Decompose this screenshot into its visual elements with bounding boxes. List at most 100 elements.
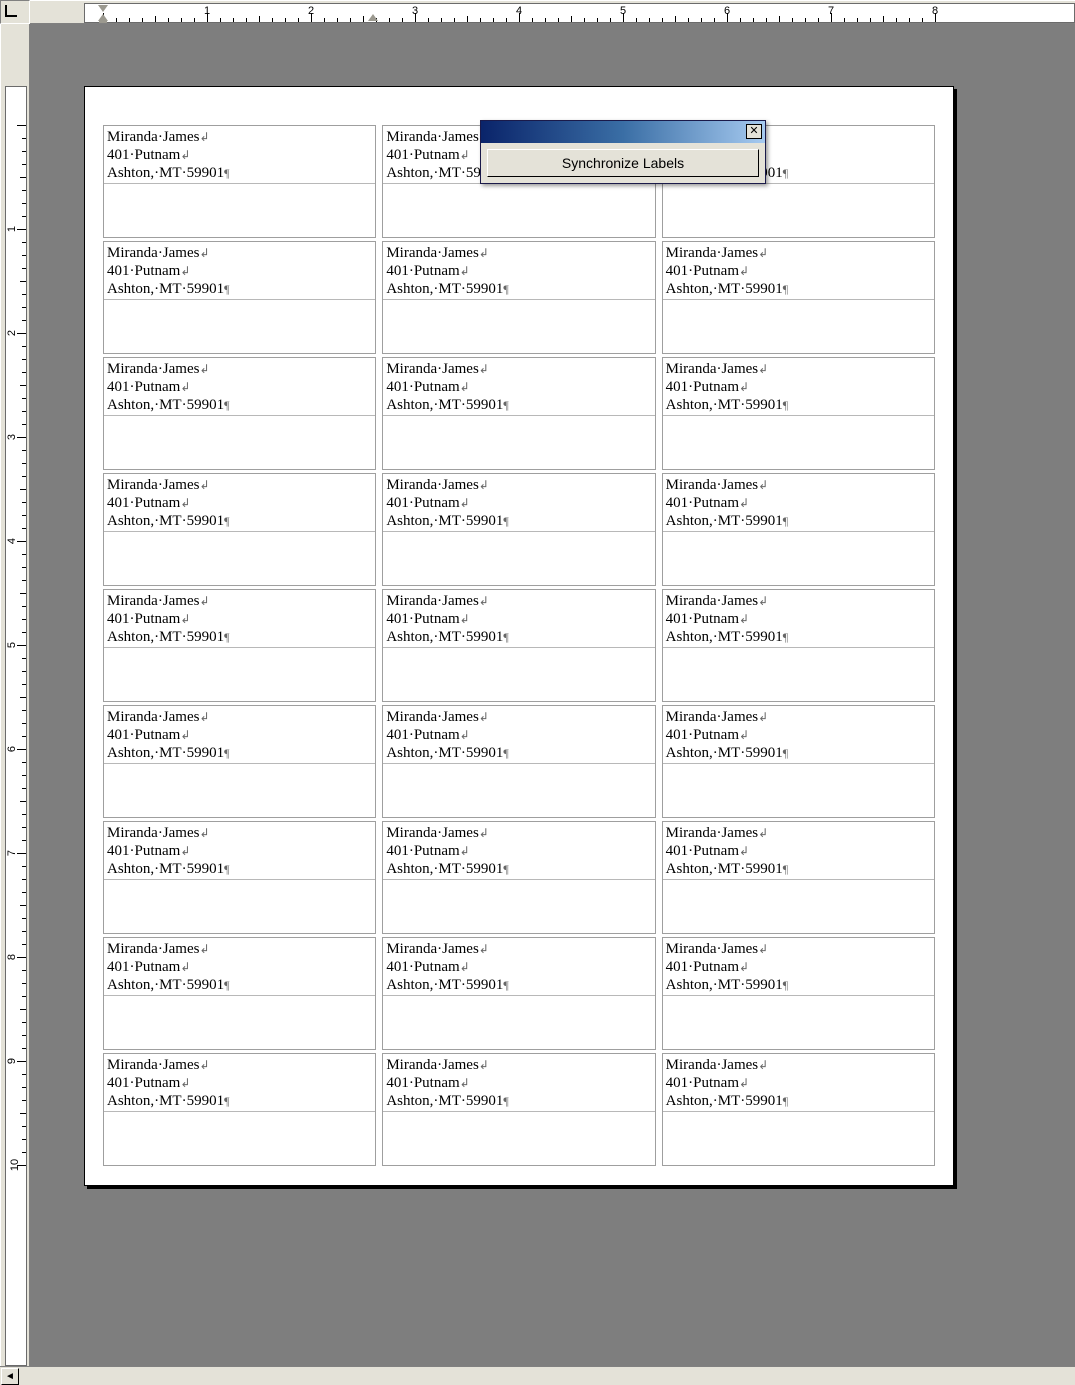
horizontal-ruler-track[interactable]: 12345678 [84,3,1075,23]
label-text: Miranda·James↲ 401·Putnam↲ Ashton,·MT·59… [666,476,789,530]
label-cell[interactable]: Miranda·James↲ 401·Putnam↲ Ashton,·MT·59… [382,705,655,818]
label-cell[interactable]: Miranda·James↲ 401·Putnam↲ Ashton,·MT·59… [103,589,376,702]
label-divider [104,1111,375,1112]
label-divider [104,995,375,996]
label-text: Miranda·James↲ 401·Putnam↲ Ashton,·MT·59… [107,592,230,646]
label-cell[interactable]: Miranda·James↲ 401·Putnam↲ Ashton,·MT·59… [382,473,655,586]
label-text: Miranda·James↲ 401·Putnam↲ Ashton,·MT·59… [666,1056,789,1110]
label-divider [383,299,654,300]
label-divider [663,1111,934,1112]
ruler-h-label: 7 [828,5,834,17]
label-cell[interactable]: Miranda·James↲ 401·Putnam↲ Ashton,·MT·59… [103,125,376,238]
ruler-h-label: 1 [204,5,210,17]
first-line-indent-marker[interactable] [98,5,108,12]
ruler-h-label: 3 [412,5,418,17]
label-divider [383,647,654,648]
label-cell[interactable]: Miranda·James↲ 401·Putnam↲ Ashton,·MT·59… [103,705,376,818]
ruler-h-label: 2 [308,5,314,17]
synchronize-labels-button[interactable]: Synchronize Labels [487,149,759,177]
horizontal-scrollbar[interactable]: ◄ [0,1366,1075,1385]
label-text: Miranda·James↲ 401·Putnam↲ Ashton,·MT·59… [666,940,789,994]
dialog-close-button[interactable]: ✕ [746,124,762,139]
synchronize-labels-dialog[interactable]: ✕ Synchronize Labels [480,120,766,184]
label-divider [663,415,934,416]
label-divider [104,415,375,416]
label-grid: Miranda·James↲ 401·Putnam↲ Ashton,·MT·59… [103,125,935,1169]
label-text: Miranda·James↲ 401·Putnam↲ Ashton,·MT·59… [386,708,509,762]
label-cell[interactable]: Miranda·James↲ 401·Putnam↲ Ashton,·MT·59… [662,937,935,1050]
ruler-v-label: 9 [6,1058,18,1064]
label-cell[interactable]: Miranda·James↲ 401·Putnam↲ Ashton,·MT·59… [382,589,655,702]
label-divider [663,995,934,996]
label-text: Miranda·James↲ 401·Putnam↲ Ashton,·MT·59… [386,940,509,994]
dialog-titlebar[interactable]: ✕ [481,121,765,143]
vertical-ruler-track[interactable]: 12345678910 [5,86,27,1366]
horizontal-ruler: 12345678 [30,0,1075,24]
label-divider [663,299,934,300]
label-divider [663,647,934,648]
label-divider [104,879,375,880]
label-cell[interactable]: Miranda·James↲ 401·Putnam↲ Ashton,·MT·59… [382,937,655,1050]
label-cell[interactable]: Miranda·James↲ 401·Putnam↲ Ashton,·MT·59… [662,241,935,354]
label-divider [383,415,654,416]
label-cell[interactable]: Miranda·James↲ 401·Putnam↲ Ashton,·MT·59… [103,937,376,1050]
label-text: Miranda·James↲ 401·Putnam↲ Ashton,·MT·59… [107,1056,230,1110]
ruler-h-label: 8 [932,5,938,17]
label-text: Miranda·James↲ 401·Putnam↲ Ashton,·MT·59… [386,476,509,530]
label-divider [383,531,654,532]
label-text: Miranda·James↲ 401·Putnam↲ Ashton,·MT·59… [107,476,230,530]
dialog-body: Synchronize Labels [481,143,765,183]
label-cell[interactable]: Miranda·James↲ 401·Putnam↲ Ashton,·MT·59… [103,821,376,934]
label-text: Miranda·James↲ 401·Putnam↲ Ashton,·MT·59… [386,592,509,646]
label-text: Miranda·James↲ 401·Putnam↲ Ashton,·MT·59… [107,128,230,182]
label-text: Miranda·James↲ 401·Putnam↲ Ashton,·MT·59… [386,360,509,414]
label-text: Miranda·James↲ 401·Putnam↲ Ashton,·MT·59… [107,708,230,762]
vertical-ruler: 12345678910 [0,24,30,1366]
right-indent-marker[interactable] [368,14,378,21]
label-cell[interactable]: Miranda·James↲ 401·Putnam↲ Ashton,·MT·59… [662,589,935,702]
label-divider [104,763,375,764]
label-text: Miranda·James↲ 401·Putnam↲ Ashton,·MT·59… [666,360,789,414]
label-text: Miranda·James↲ 401·Putnam↲ Ashton,·MT·59… [666,824,789,878]
label-divider [663,879,934,880]
label-text: Miranda·James↲ 401·Putnam↲ Ashton,·MT·59… [107,360,230,414]
document-workspace[interactable]: Miranda·James↲ 401·Putnam↲ Ashton,·MT·59… [30,24,1075,1366]
left-indent-marker[interactable] [98,14,108,21]
label-text: Miranda·James↲ 401·Putnam↲ Ashton,·MT·59… [107,824,230,878]
label-divider [104,299,375,300]
label-divider [383,879,654,880]
ruler-h-label: 6 [724,5,730,17]
label-divider [104,647,375,648]
ruler-v-label: 3 [6,434,18,440]
label-text: Miranda·James↲ 401·Putnam↲ Ashton,·MT·59… [386,1056,509,1110]
label-cell[interactable]: Miranda·James↲ 401·Putnam↲ Ashton,·MT·59… [382,241,655,354]
label-cell[interactable]: Miranda·James↲ 401·Putnam↲ Ashton,·MT·59… [382,1053,655,1166]
label-text: Miranda·James↲ 401·Putnam↲ Ashton,·MT·59… [666,708,789,762]
label-cell[interactable]: Miranda·James↲ 401·Putnam↲ Ashton,·MT·59… [382,821,655,934]
ruler-v-label: 5 [6,642,18,648]
arrow-left-icon: ◄ [5,1371,15,1382]
label-cell[interactable]: Miranda·James↲ 401·Putnam↲ Ashton,·MT·59… [662,705,935,818]
label-cell[interactable]: Miranda·James↲ 401·Putnam↲ Ashton,·MT·59… [662,473,935,586]
ruler-v-label: 2 [6,330,18,336]
label-cell[interactable]: Miranda·James↲ 401·Putnam↲ Ashton,·MT·59… [103,473,376,586]
ruler-v-label: 8 [6,954,18,960]
label-cell[interactable]: Miranda·James↲ 401·Putnam↲ Ashton,·MT·59… [662,1053,935,1166]
label-cell[interactable]: Miranda·James↲ 401·Putnam↲ Ashton,·MT·59… [103,357,376,470]
label-text: Miranda·James↲ 401·Putnam↲ Ashton,·MT·59… [107,940,230,994]
ruler-origin-button[interactable] [0,0,30,24]
scroll-left-button[interactable]: ◄ [1,1368,19,1385]
label-divider [104,531,375,532]
label-cell[interactable]: Miranda·James↲ 401·Putnam↲ Ashton,·MT·59… [103,1053,376,1166]
label-cell[interactable]: Miranda·James↲ 401·Putnam↲ Ashton,·MT·59… [382,357,655,470]
label-text: Miranda·James↲ 401·Putnam↲ Ashton,·MT·59… [107,244,230,298]
label-cell[interactable]: Miranda·James↲ 401·Putnam↲ Ashton,·MT·59… [662,357,935,470]
label-divider [383,763,654,764]
ruler-h-label: 5 [620,5,626,17]
ruler-v-label: 10 [9,1159,21,1171]
label-divider [383,995,654,996]
label-divider [663,531,934,532]
label-text: Miranda·James↲ 401·Putnam↲ Ashton,·MT·59… [666,592,789,646]
label-cell[interactable]: Miranda·James↲ 401·Putnam↲ Ashton,·MT·59… [662,821,935,934]
label-cell[interactable]: Miranda·James↲ 401·Putnam↲ Ashton,·MT·59… [103,241,376,354]
